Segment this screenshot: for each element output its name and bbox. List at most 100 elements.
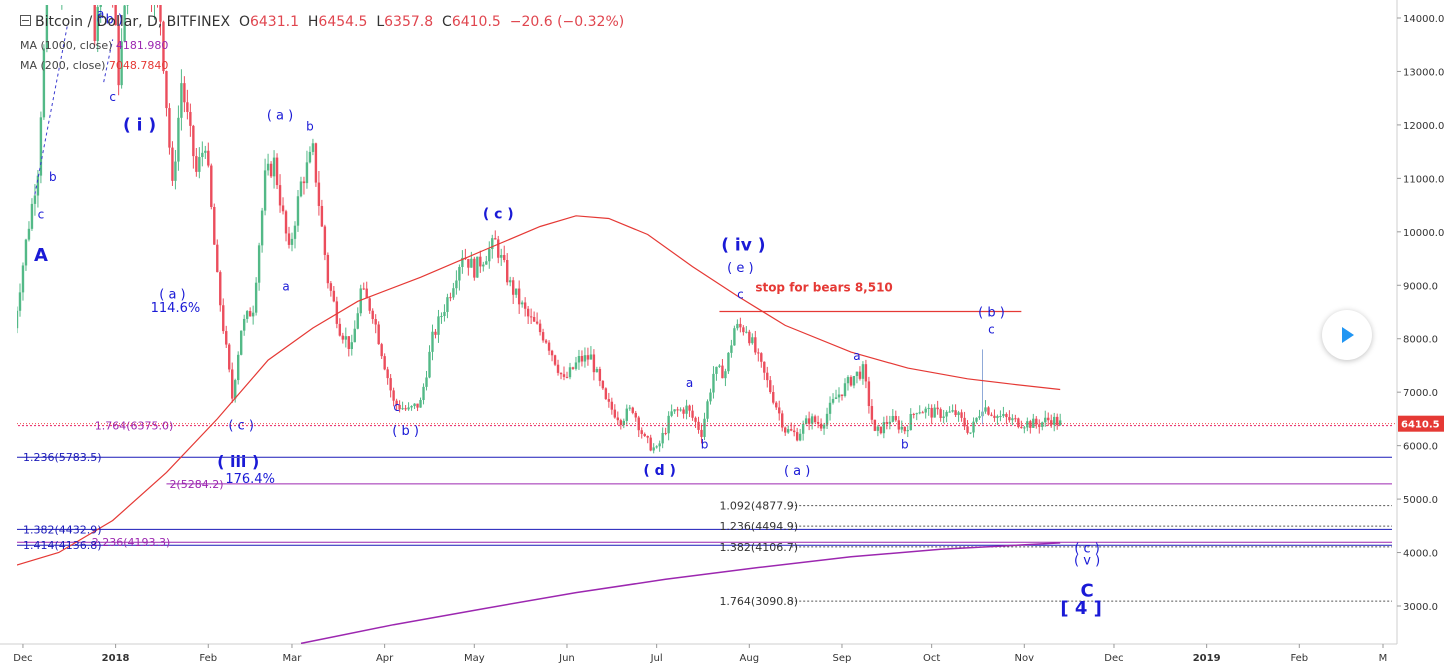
candle-body <box>201 152 204 158</box>
wave-label: c <box>988 322 995 336</box>
candle-body <box>287 233 291 245</box>
candle-body <box>96 6 99 41</box>
candle-body <box>437 316 440 335</box>
candle-body <box>712 373 715 393</box>
candle-body <box>909 413 912 431</box>
candle-body <box>1041 422 1044 427</box>
candle-body <box>837 394 841 398</box>
symbol-title: Bitcoin / Dollar, D, BITFINEX <box>35 14 231 30</box>
candle-body <box>748 331 751 344</box>
candle-body <box>494 238 497 240</box>
wave-label: 114.6% <box>151 301 201 316</box>
candle-body <box>1032 418 1035 428</box>
candle-body <box>739 323 742 328</box>
candle-body <box>933 407 936 418</box>
candle-body <box>467 259 470 268</box>
candle-body <box>500 255 503 258</box>
wave-label: a <box>686 376 693 390</box>
play-button[interactable] <box>1322 310 1372 360</box>
candle-body <box>368 298 371 311</box>
candle-body <box>281 205 285 212</box>
ma200-legend[interactable]: MA (200, close) 7048.7840 <box>20 59 168 72</box>
candle-body <box>592 354 596 373</box>
candle-body <box>216 244 219 273</box>
candle-body <box>1053 416 1056 425</box>
wave-label: ( a ) <box>267 109 293 124</box>
wave-label: A <box>34 245 48 266</box>
x-tick-label: Apr <box>376 653 394 664</box>
candle-body <box>843 383 847 397</box>
candle-body <box>876 426 880 431</box>
candle-body <box>649 437 652 451</box>
candle-body <box>326 254 330 284</box>
candle-body <box>574 362 578 369</box>
candle-body <box>1005 414 1008 418</box>
candle-body <box>17 310 19 329</box>
candle-body <box>180 83 183 118</box>
candle-body <box>374 319 377 325</box>
candle-body <box>440 316 443 318</box>
candle-body <box>625 408 628 421</box>
y-tick-label: 9000.0 <box>1403 281 1438 292</box>
candle-body <box>559 372 563 375</box>
candle-body <box>903 426 906 432</box>
candle-body <box>568 367 572 378</box>
candle-body <box>789 429 793 431</box>
last-price-tag <box>1398 415 1444 432</box>
candle-body <box>834 397 838 399</box>
candle-body <box>858 371 862 379</box>
candle-body <box>401 408 404 410</box>
candle-body <box>1035 418 1038 425</box>
candle-body <box>766 372 769 381</box>
candle-body <box>455 280 458 289</box>
candle-body <box>628 407 631 409</box>
candle-body <box>882 422 886 434</box>
candle-body <box>30 203 34 229</box>
candle-body <box>260 210 264 246</box>
candle-body <box>323 226 327 255</box>
candle-body <box>242 318 246 331</box>
candle-body <box>640 430 643 434</box>
candle-body <box>972 421 975 433</box>
candle-body <box>930 407 933 418</box>
candle-body <box>688 405 691 411</box>
candle-body <box>1014 418 1017 420</box>
candle-body <box>251 312 255 317</box>
y-tick-label: 6000.0 <box>1403 442 1438 453</box>
wave-label: ( c ) <box>1074 542 1100 557</box>
candle-body <box>386 369 389 379</box>
candle-body <box>709 392 712 402</box>
high-label: H <box>307 14 319 30</box>
ma1000-legend[interactable]: MA (1000, close) 4181.980 <box>20 39 168 52</box>
candle-body <box>458 266 461 281</box>
candle-body <box>503 255 506 261</box>
fib-level-label: 2.236(4193.3) <box>92 536 171 549</box>
candle-body <box>1017 418 1020 428</box>
candle-body <box>924 408 927 413</box>
wave-label: c <box>737 288 744 302</box>
candle-body <box>736 323 739 329</box>
candle-body <box>296 196 300 226</box>
candle-body <box>963 417 966 427</box>
wave-label: c <box>109 90 116 104</box>
candle-body <box>535 321 539 324</box>
x-tick-label: Jun <box>558 653 575 664</box>
candle-body <box>846 377 850 384</box>
collapse-icon[interactable] <box>20 15 31 26</box>
y-tick-label: 14000.0 <box>1403 14 1444 25</box>
candle-body <box>293 225 297 239</box>
candle-body <box>413 403 416 407</box>
candle-body <box>864 364 868 382</box>
candle-body <box>1026 421 1029 428</box>
candle-body <box>228 344 231 370</box>
candle-body <box>359 288 362 314</box>
candle-body <box>936 407 939 410</box>
x-tick-label: Nov <box>1015 653 1035 664</box>
candle-body <box>517 288 521 305</box>
candle-body <box>900 426 903 430</box>
candle-body <box>446 297 449 312</box>
candle-body <box>888 421 892 424</box>
candle-body <box>419 400 422 408</box>
